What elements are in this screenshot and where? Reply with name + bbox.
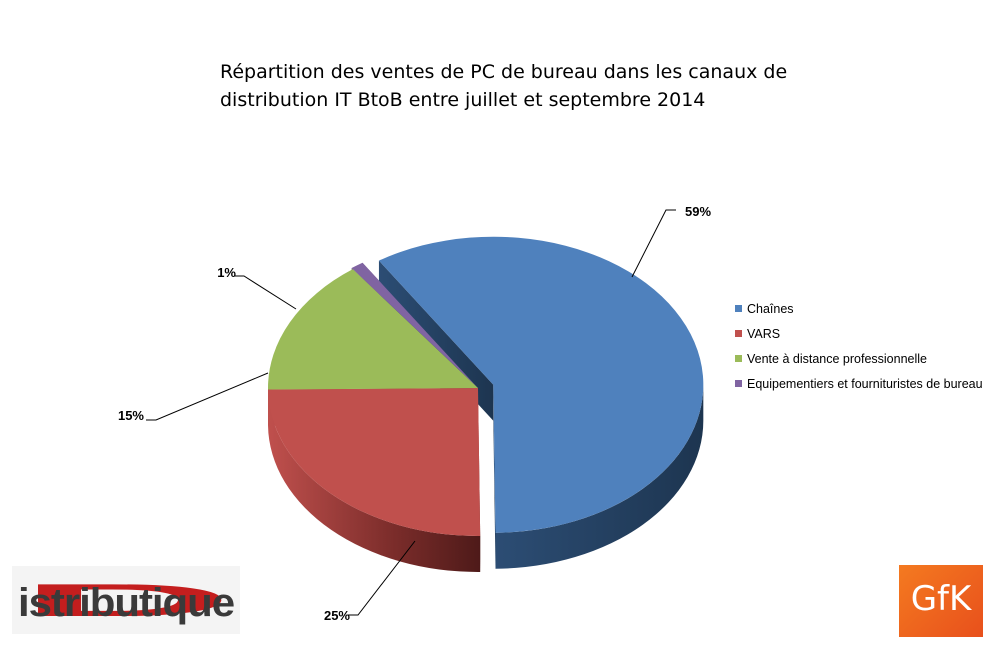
legend-label-vars: VARS (747, 327, 781, 341)
legend-item-vente-distance: Vente à distance professionnelle (735, 352, 927, 366)
legend-swatch-vars (735, 330, 742, 337)
chart-title-line-1: Répartition des ventes de PC de bureau d… (220, 61, 788, 83)
legend-label-equipementiers: Equipementiers et fournituristes de bure… (747, 377, 983, 391)
pie-slice-vars (268, 388, 481, 536)
pie-tops (268, 236, 704, 536)
pie-slice-equipementiers (351, 262, 477, 387)
legend-item-vars: VARS (735, 327, 780, 341)
data-label-vars: 25% (324, 608, 350, 623)
leader-line-chaines (631, 209, 676, 278)
pie-cut-chaines-1 (493, 384, 496, 569)
svg-text:​​istributique: ​​istributique (18, 581, 234, 625)
pie-side-chaines (495, 384, 704, 569)
data-label-equipementiers: 1% (217, 265, 236, 280)
leader-line-vars (348, 540, 416, 616)
distributique-logo: D ​​istributique (12, 566, 240, 634)
gfk-logo: GfK (899, 565, 983, 637)
leader-line-equipementiers (234, 275, 297, 310)
legend-swatch-chaines (735, 305, 742, 312)
chart-title: Répartition des ventes de PC de bureau d… (220, 58, 788, 114)
legend-item-equipementiers: Equipementiers et fournituristes de bure… (735, 377, 983, 391)
data-label-vente-distance: 15% (118, 408, 144, 423)
legend-item-chaines: Chaînes (735, 302, 794, 316)
pie-data-labels: 59% 25% 15% 1% (118, 204, 711, 623)
pie-slice-vente-distance (268, 269, 478, 390)
leader-line-vente-distance (146, 372, 269, 421)
gfk-logo-text: GfK (910, 579, 972, 619)
pie-leader-lines (146, 209, 676, 616)
legend-label-vente-distance: Vente à distance professionnelle (747, 352, 927, 366)
legend-swatch-vente-distance (735, 355, 742, 362)
data-label-chaines: 59% (685, 204, 711, 219)
legend-label-chaines: Chaînes (747, 302, 794, 316)
legend-swatch-equipementiers (735, 380, 742, 387)
svg-text:D: D (18, 574, 234, 626)
pie-slice-chaines (378, 236, 704, 533)
pie-side-vars (268, 389, 481, 572)
chart-title-line-2: distribution IT BtoB entre juillet et se… (220, 89, 706, 111)
